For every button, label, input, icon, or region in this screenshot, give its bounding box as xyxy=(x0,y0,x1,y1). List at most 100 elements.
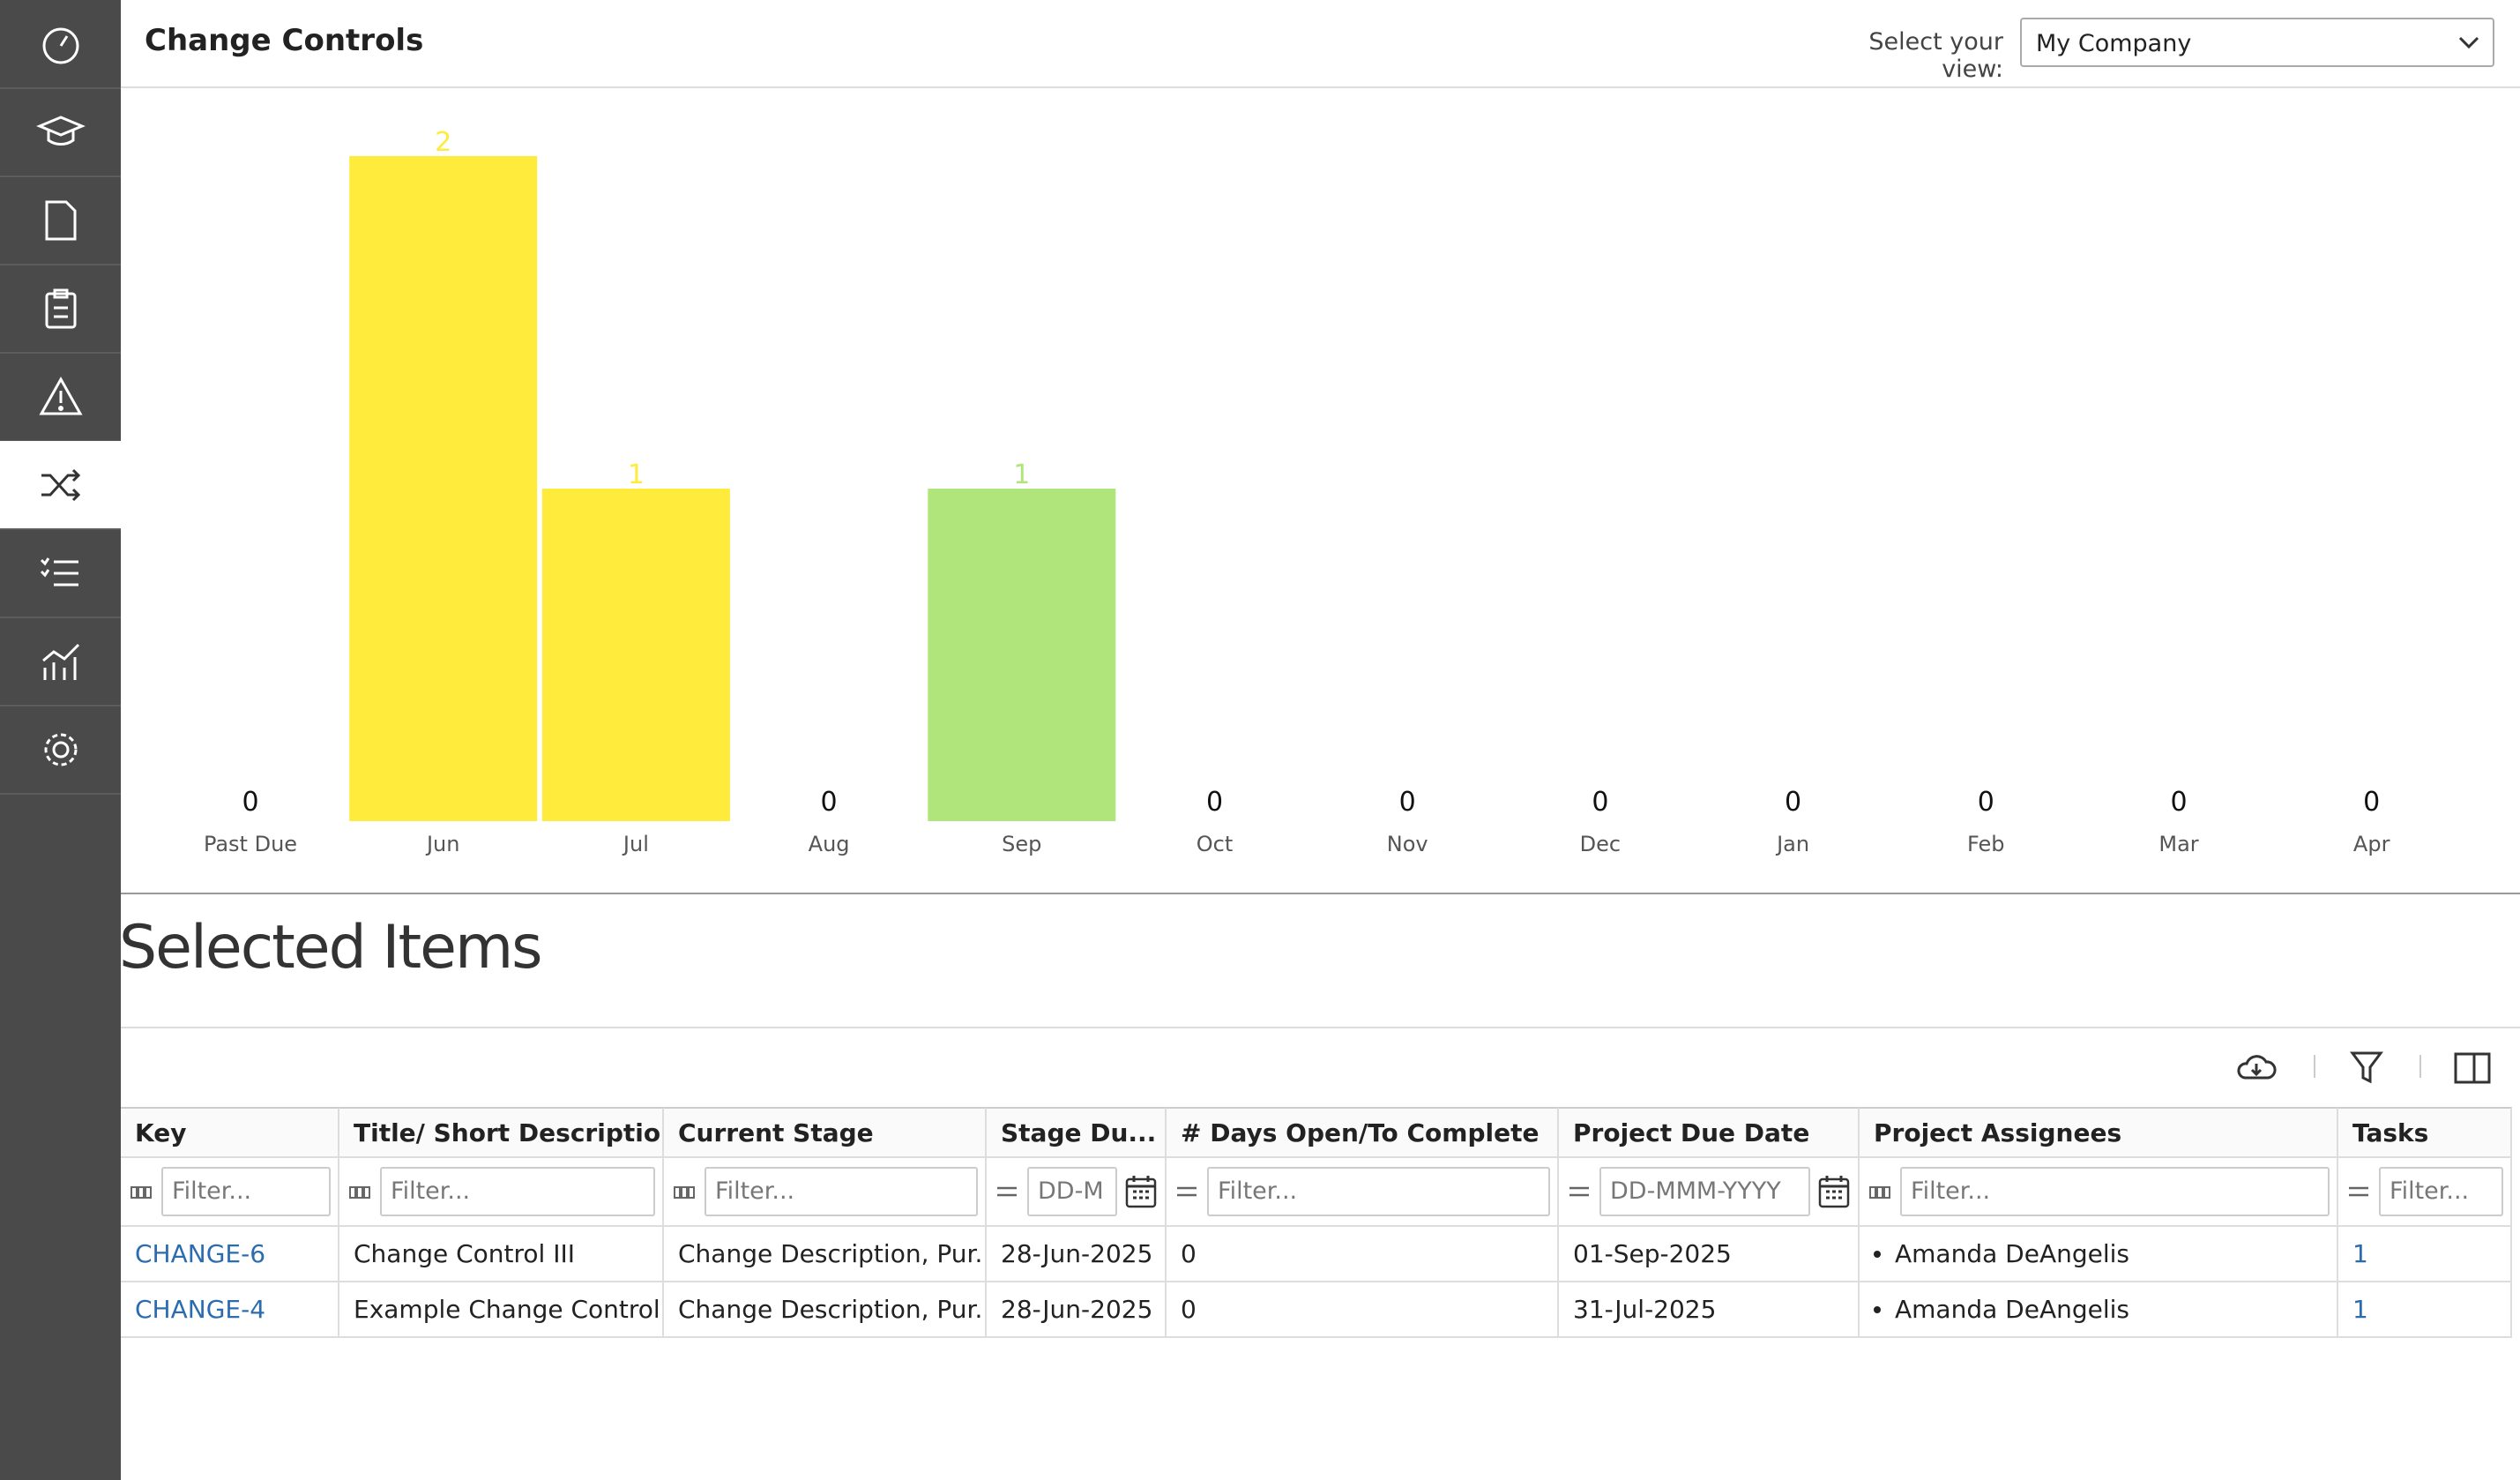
cell-text: Amanda DeAngelis xyxy=(1895,1239,2129,1268)
filter-cell: Filter... xyxy=(664,1158,987,1227)
table-cell: 28-Jun-2025 xyxy=(987,1282,1167,1338)
calendar-icon[interactable] xyxy=(1817,1174,1851,1209)
filter-input[interactable]: Filter... xyxy=(161,1167,331,1216)
icon-part xyxy=(138,1186,145,1199)
column-header: Project Due Date xyxy=(1559,1107,1860,1158)
header-divider xyxy=(121,86,2520,88)
filter-cell: Filter... xyxy=(1167,1158,1559,1227)
filter-input[interactable]: Filter... xyxy=(1900,1167,2330,1216)
column-header: # Days Open/To Complete xyxy=(1167,1107,1559,1158)
nav-change-controls[interactable] xyxy=(0,441,121,530)
item-link[interactable]: CHANGE-6 xyxy=(135,1239,266,1268)
icon-part xyxy=(363,1186,370,1199)
column-header: Stage Du... xyxy=(987,1107,1167,1158)
table-cell: 0 xyxy=(1167,1227,1559,1282)
icon-part xyxy=(1569,1186,1589,1197)
x-tick-label: Aug xyxy=(809,832,850,856)
icon-part xyxy=(1820,1176,1848,1200)
value-label: 0 xyxy=(2363,787,2380,818)
bar xyxy=(541,489,730,821)
x-tick-label: Nov xyxy=(1387,832,1428,856)
view-select[interactable]: My Company xyxy=(2020,18,2494,67)
dropdown-arrow xyxy=(2458,36,2479,49)
value-label: 0 xyxy=(1399,787,1416,818)
view-label: Select your view: xyxy=(1868,28,2003,83)
item-link[interactable]: CHANGE-4 xyxy=(135,1295,266,1324)
x-tick-label: Jul xyxy=(622,832,649,856)
value-label: 0 xyxy=(1978,787,1994,818)
column-header: Current Stage xyxy=(664,1107,987,1158)
filter-type-icon xyxy=(2349,1186,2368,1197)
value-label: 2 xyxy=(435,127,451,158)
value-label: 1 xyxy=(628,460,645,490)
nav-tasks[interactable] xyxy=(0,529,121,618)
nav-reports[interactable] xyxy=(0,617,121,706)
toolbar-separator xyxy=(2314,1055,2315,1078)
filter-cell: Filter... xyxy=(121,1158,339,1227)
nav-dashboard[interactable] xyxy=(0,0,121,89)
filter-button[interactable] xyxy=(2349,1050,2384,1085)
filter-input[interactable]: Filter... xyxy=(1207,1167,1550,1216)
icon-part xyxy=(1818,1177,1850,1208)
icon-part xyxy=(681,1186,688,1199)
filter-type-icon xyxy=(1869,1186,1890,1199)
filter-cell: Filter... xyxy=(339,1158,664,1227)
table-cell: 0 xyxy=(1167,1282,1559,1338)
filter-cell: DD-MMM-YYYY xyxy=(1559,1158,1860,1227)
calendar-icon[interactable] xyxy=(1124,1174,1158,1209)
filter-type-icon xyxy=(130,1186,152,1199)
value-label: 0 xyxy=(2170,787,2187,818)
value-label: 0 xyxy=(1785,787,1801,818)
columns-button[interactable] xyxy=(2453,1051,2492,1085)
value-label: 0 xyxy=(1592,787,1608,818)
icon-part xyxy=(1883,1186,1890,1199)
cell-text: Example Change Control xyxy=(354,1295,660,1324)
x-tick-label: Jan xyxy=(1775,832,1809,856)
nav-settings[interactable] xyxy=(0,706,121,795)
icon-part xyxy=(349,1186,356,1199)
cell-text: 28-Jun-2025 xyxy=(1001,1295,1153,1324)
icon-part xyxy=(130,1186,138,1199)
cell-text: Change Description, Pur... xyxy=(678,1295,987,1324)
column-header: Tasks xyxy=(2338,1107,2512,1158)
nav-issues[interactable] xyxy=(0,353,121,442)
nav-training[interactable] xyxy=(0,88,121,177)
table-cell: Amanda DeAngelis xyxy=(1860,1282,2338,1338)
bullet-dot xyxy=(1874,1250,1881,1258)
x-tick-label: Feb xyxy=(1967,832,2005,856)
nav-checklist[interactable] xyxy=(0,265,121,354)
filter-type-icon xyxy=(1569,1186,1589,1197)
bar xyxy=(349,156,538,821)
table-cell: Example Change Control xyxy=(339,1282,664,1338)
filter-input[interactable]: DD-M xyxy=(1027,1167,1117,1216)
x-tick-label: Oct xyxy=(1197,832,1234,856)
cell-text: 01-Sep-2025 xyxy=(1573,1239,1732,1268)
x-tick-label: Dec xyxy=(1580,832,1621,856)
nav-documents[interactable] xyxy=(0,176,121,265)
icon-part xyxy=(997,1186,1017,1197)
cell-text: 0 xyxy=(1181,1239,1197,1268)
column-header: Key xyxy=(121,1107,339,1158)
download-button[interactable] xyxy=(2234,1050,2278,1085)
value-label: 0 xyxy=(1206,787,1223,818)
filter-input[interactable]: Filter... xyxy=(380,1167,655,1216)
filter-input[interactable]: Filter... xyxy=(705,1167,978,1216)
icon-part xyxy=(356,1186,363,1199)
item-link[interactable]: 1 xyxy=(2352,1239,2368,1268)
table-cell: Change Control III xyxy=(339,1227,664,1282)
value-label: 0 xyxy=(821,787,838,818)
bullet-dot xyxy=(1874,1305,1881,1313)
table-cell: 28-Jun-2025 xyxy=(987,1227,1167,1282)
filter-input[interactable]: Filter... xyxy=(2379,1167,2503,1216)
item-link[interactable]: 1 xyxy=(2352,1295,2368,1324)
filter-input[interactable]: DD-MMM-YYYY xyxy=(1599,1167,1810,1216)
icon-part xyxy=(688,1186,695,1199)
cell-text: Change Control III xyxy=(354,1239,575,1268)
filter-type-icon xyxy=(674,1186,695,1199)
section-title: Selected Items xyxy=(119,913,543,983)
icon-part xyxy=(2349,1186,2368,1197)
toolbar-separator xyxy=(2419,1055,2421,1078)
section-divider xyxy=(121,1027,2520,1028)
table-cell: 1 xyxy=(2338,1282,2512,1338)
